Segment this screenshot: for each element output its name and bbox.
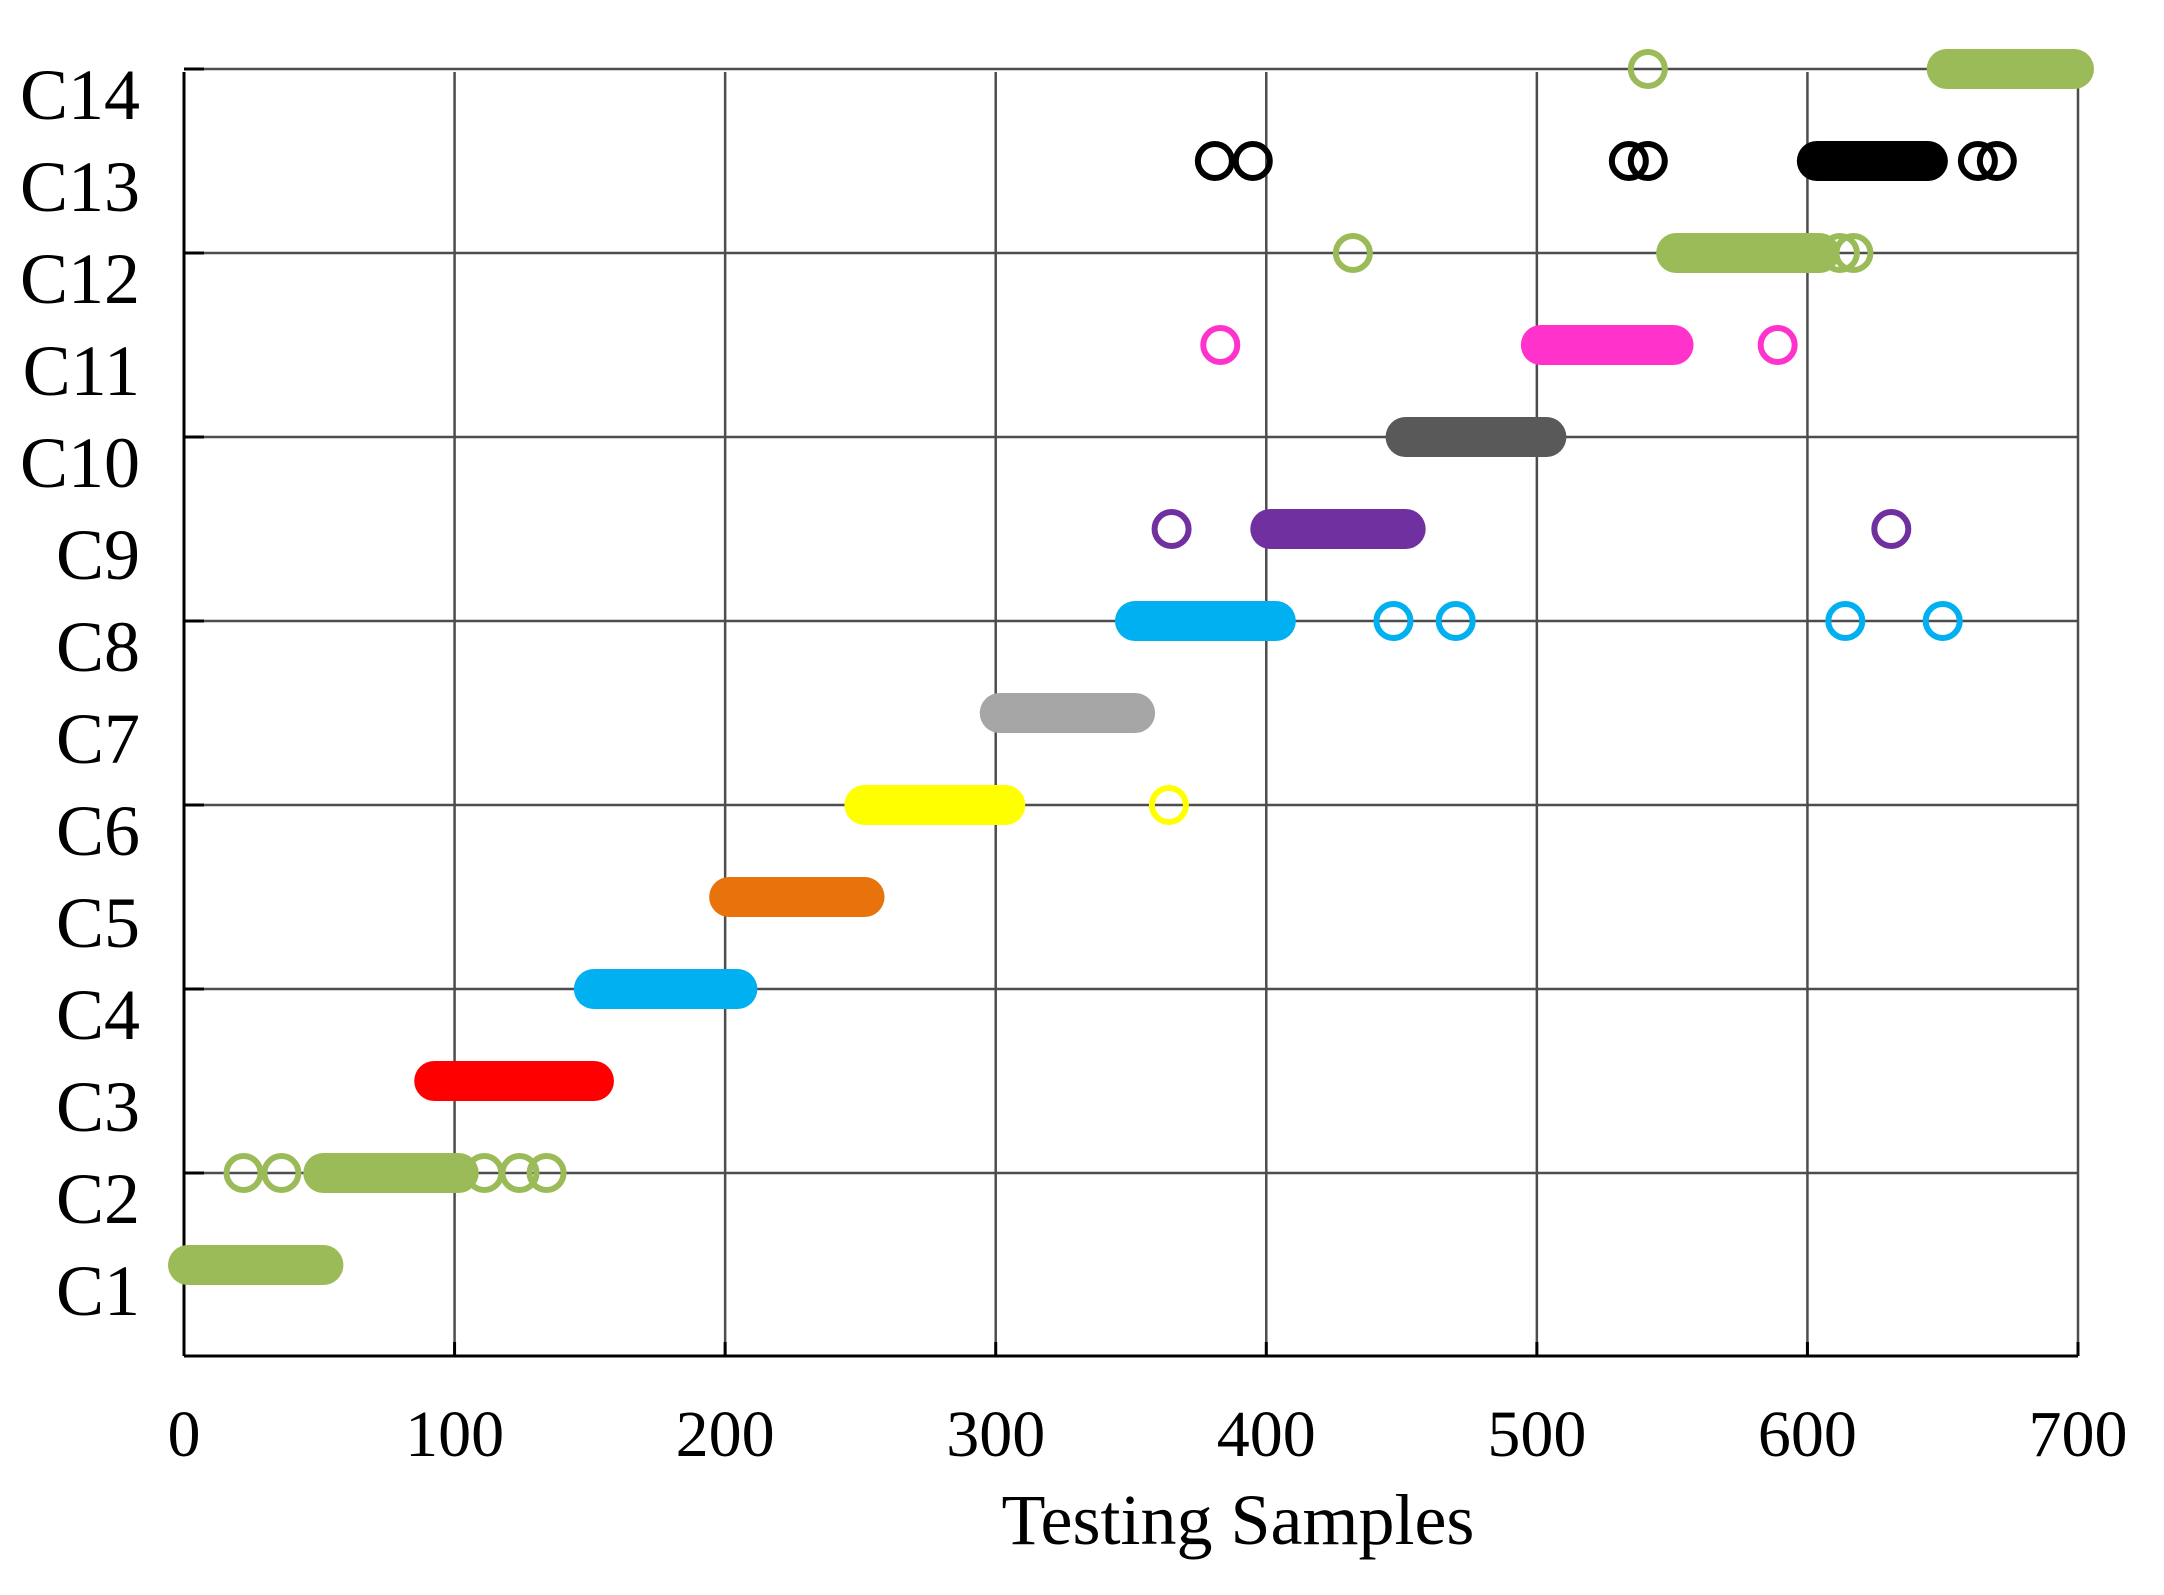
series-c12: [1332, 233, 1874, 273]
y-tick-label-c3: C3: [56, 1067, 140, 1147]
series-c14: [1627, 49, 2094, 89]
y-tick-label-c6: C6: [56, 791, 140, 871]
outlier-point-c8-3: [1922, 601, 1963, 641]
outlier-point-c13-3: [1627, 141, 1668, 181]
outlier-point-c2-1: [261, 1153, 302, 1193]
y-tick-label-c2: C2: [56, 1159, 140, 1239]
y-tick-label-c8: C8: [56, 607, 140, 687]
x-tick-label-300: 300: [946, 1398, 1045, 1471]
outlier-point-c2-3: [499, 1153, 540, 1193]
outlier-point-c11-0: [1200, 325, 1241, 365]
outlier-point-c13-5: [1976, 141, 2017, 181]
outlier-point-c2-0: [223, 1153, 264, 1193]
y-tick-labels: C1 C2 C3 C4 C5 C6 C7 C8 C9 C10 C11 C12 C13 C14: [20, 55, 140, 1331]
outlier-point-c13-4: [1957, 141, 1998, 181]
x-axis-label: Testing Samples: [1002, 1480, 1475, 1560]
series-c11: [1200, 325, 1798, 365]
series-c2: [223, 1153, 567, 1193]
y-tick-label-c13: C13: [20, 147, 140, 227]
outlier-point-c12-1: [1819, 233, 1860, 273]
data-marks: [168, 49, 2094, 1285]
y-tick-label-c4: C4: [56, 975, 140, 1055]
outlier-point-c6-0: [1148, 785, 1189, 825]
y-tick-label-c11: C11: [23, 331, 140, 411]
x-tick-label-700: 700: [2029, 1398, 2128, 1471]
series-c9: [1151, 509, 1912, 549]
outlier-point-c8-0: [1373, 601, 1414, 641]
series-c6: [844, 785, 1189, 825]
outlier-point-c12-2: [1833, 233, 1874, 273]
x-tick-label-100: 100: [405, 1398, 504, 1471]
y-tick-label-c14: C14: [20, 55, 140, 135]
y-tick-label-c9: C9: [56, 515, 140, 595]
outlier-point-c14-0: [1627, 49, 1668, 89]
outlier-point-c12-0: [1332, 233, 1373, 273]
outlier-point-c8-2: [1825, 601, 1866, 641]
y-tick-label-c10: C10: [20, 423, 140, 503]
y-tick-label-c5: C5: [56, 883, 140, 963]
outlier-point-c9-1: [1871, 509, 1912, 549]
outlier-point-c8-1: [1435, 601, 1476, 641]
x-tick-label-400: 400: [1217, 1398, 1316, 1471]
outlier-point-c9-0: [1151, 509, 1192, 549]
x-tick-label-200: 200: [676, 1398, 775, 1471]
x-tick-label-600: 600: [1758, 1398, 1857, 1471]
outlier-point-c13-2: [1608, 141, 1649, 181]
series-c8: [1115, 601, 1963, 641]
x-tick-labels: 0 100 200 300 400 500 600 700: [168, 1398, 2128, 1471]
series-c13: [1194, 141, 2017, 181]
x-tick-label-0: 0: [168, 1398, 201, 1471]
y-tick-label-c7: C7: [56, 699, 140, 779]
outlier-point-c13-0: [1194, 141, 1235, 181]
x-tick-label-500: 500: [1487, 1398, 1586, 1471]
y-tick-label-c1: C1: [56, 1251, 140, 1331]
outlier-point-c2-4: [526, 1153, 567, 1193]
axes: [182, 67, 2080, 1358]
outlier-point-c13-1: [1232, 141, 1273, 181]
y-tick-label-c12: C12: [20, 239, 140, 319]
outlier-point-c11-1: [1757, 325, 1798, 365]
